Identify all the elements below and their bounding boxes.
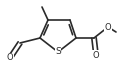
Text: O: O: [7, 53, 13, 63]
Text: S: S: [55, 48, 61, 56]
Text: O: O: [93, 50, 99, 60]
Text: O: O: [105, 22, 111, 32]
